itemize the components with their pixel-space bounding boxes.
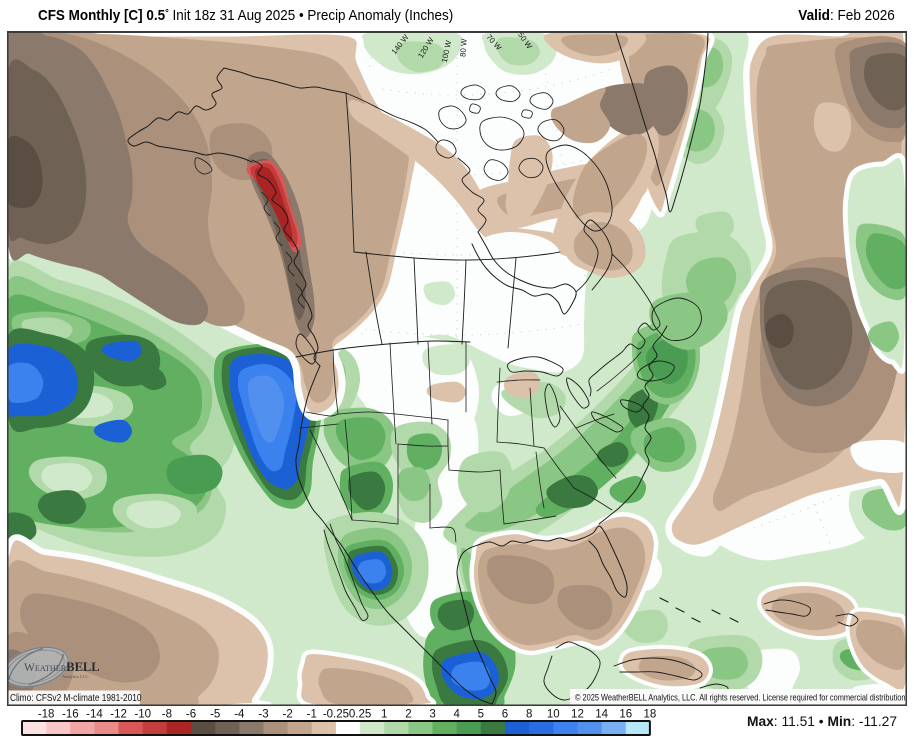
svg-text:-14: -14 [86,709,103,721]
svg-text:© 2025 WeatherBELL Analytics,: © 2025 WeatherBELL Analytics, LLC. All r… [575,692,907,703]
svg-text:-12: -12 [110,709,127,721]
svg-text:80 W: 80 W [458,38,469,58]
svg-text:16: 16 [619,709,632,721]
svg-text:0.25: 0.25 [349,709,371,721]
svg-text:-6: -6 [186,709,196,721]
svg-text:-16: -16 [62,709,79,721]
svg-text:3: 3 [429,709,435,721]
svg-text:-18: -18 [38,709,55,721]
svg-text:14: 14 [595,709,608,721]
svg-text:5: 5 [478,709,484,721]
svg-text:1: 1 [381,709,387,721]
svg-text:-8: -8 [162,709,172,721]
svg-text:-4: -4 [234,709,245,721]
svg-text:Climo: CFSv2 M-climate 1981-20: Climo: CFSv2 M-climate 1981-2010 [10,692,141,703]
svg-text:10: 10 [547,709,560,721]
svg-text:4: 4 [453,709,460,721]
svg-text:-10: -10 [134,709,151,721]
svg-text:WEATHERBELL: WEATHERBELL [24,660,100,674]
svg-text:-2: -2 [283,709,293,721]
svg-text:6: 6 [502,709,508,721]
svg-text:12: 12 [571,709,584,721]
svg-text:-5: -5 [210,709,220,721]
svg-text:8: 8 [526,709,532,721]
svg-text:2: 2 [405,709,411,721]
svg-text:-3: -3 [258,709,268,721]
svg-text:18: 18 [644,709,657,721]
svg-text:-1: -1 [307,709,317,721]
svg-text:Aнalytics LLC: Aнalytics LLC [62,674,88,679]
svg-text:-0.25: -0.25 [323,709,349,721]
